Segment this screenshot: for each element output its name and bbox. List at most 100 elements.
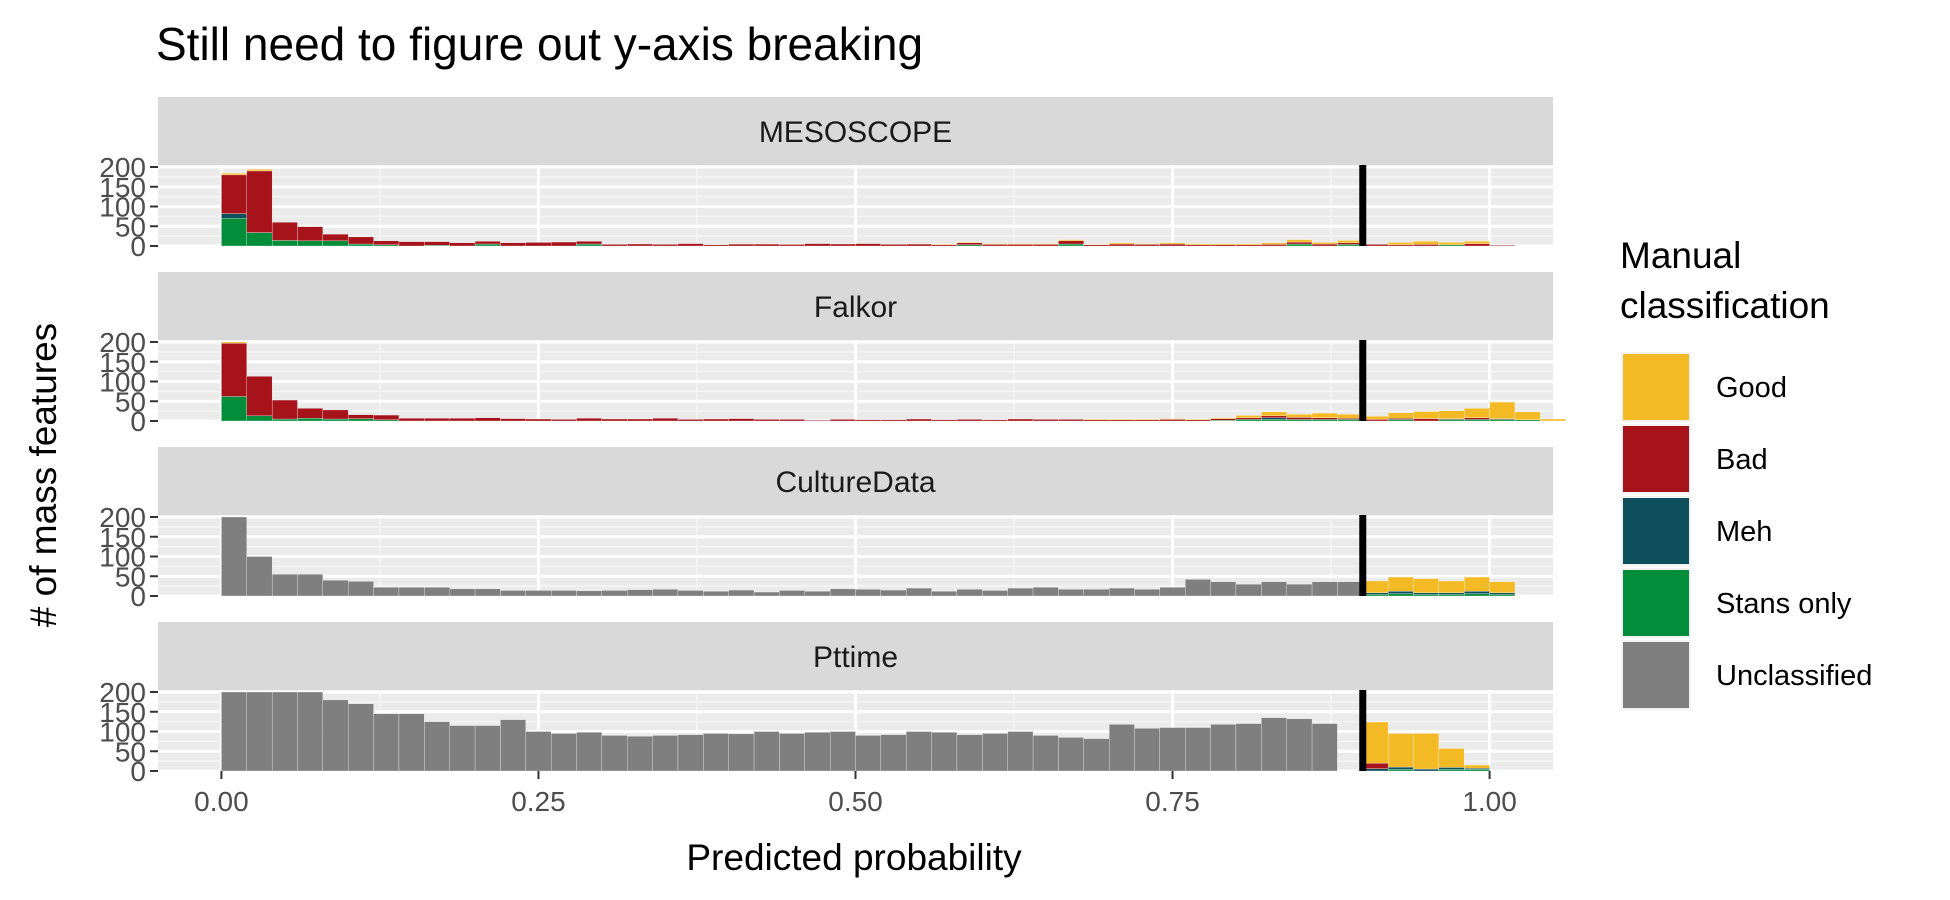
- bar-stans-only: [221, 396, 247, 422]
- bar-good: [221, 341, 247, 344]
- bar-unclassified: [373, 587, 400, 597]
- bar-unclassified: [931, 591, 958, 597]
- bar-unclassified: [1083, 589, 1110, 597]
- bar-good: [1210, 243, 1237, 245]
- bar-unclassified: [525, 590, 552, 597]
- bar-unclassified: [677, 734, 704, 772]
- bar-bad: [855, 243, 882, 247]
- bar-bad: [652, 418, 679, 422]
- bar-stans-only: [1387, 769, 1414, 772]
- bar-bad: [627, 418, 653, 422]
- legend-title-line-1: Manual: [1620, 235, 1741, 276]
- legend-key-swatch: [1623, 570, 1689, 636]
- bar-unclassified: [906, 731, 932, 772]
- bar-meh: [1362, 592, 1389, 595]
- bar-good: [1261, 411, 1287, 417]
- bar-bad: [1185, 244, 1211, 247]
- bar-unclassified: [576, 590, 603, 597]
- legend-key-swatch: [1623, 426, 1689, 492]
- bar-bad: [1083, 244, 1110, 247]
- bar-bad: [703, 244, 729, 247]
- bar-good: [1083, 418, 1110, 420]
- bar-unclassified: [297, 691, 324, 772]
- bar-bad: [601, 244, 628, 247]
- bar-unclassified: [855, 589, 882, 597]
- bar-bad: [1210, 418, 1237, 421]
- bar-unclassified: [1083, 738, 1110, 772]
- bar-bad: [221, 174, 247, 214]
- bar-good: [1438, 748, 1465, 768]
- bar-good: [1286, 239, 1313, 243]
- bar-bad: [1108, 419, 1135, 422]
- bar-stans-only: [348, 243, 374, 247]
- bar-meh: [1489, 592, 1516, 595]
- bar-bad: [703, 418, 729, 422]
- bar-bad: [1387, 244, 1414, 247]
- bar-unclassified: [1007, 731, 1034, 772]
- bar-good: [1108, 418, 1135, 420]
- legend-label-stans-only: Stans only: [1716, 588, 1852, 620]
- bar-unclassified: [271, 691, 298, 772]
- bar-bad: [474, 241, 501, 245]
- bar-good: [1540, 418, 1566, 422]
- bar-unclassified: [1311, 581, 1338, 597]
- bar-unclassified: [931, 732, 958, 772]
- y-tick-label: 200: [99, 152, 146, 183]
- bar-good: [1159, 418, 1186, 420]
- y-axis-title: # of mass features: [23, 323, 64, 627]
- bar-bad: [271, 222, 298, 241]
- bar-bad: [753, 243, 780, 247]
- bar-bad: [1007, 244, 1034, 247]
- bar-unclassified: [753, 731, 780, 772]
- y-tick-label: 50: [115, 386, 146, 417]
- bar-bad: [449, 242, 476, 247]
- bar-meh: [1413, 592, 1440, 595]
- bar-good: [1235, 243, 1262, 245]
- bar-good: [1134, 243, 1161, 245]
- bar-good: [1286, 414, 1313, 418]
- bar-good: [1387, 242, 1414, 245]
- bar-bad: [906, 418, 932, 422]
- x-tick-label: 0.25: [511, 786, 566, 817]
- bar-bad: [1235, 244, 1262, 247]
- bar-bad: [829, 243, 856, 247]
- bar-bad: [1337, 242, 1363, 245]
- bar-meh: [1261, 417, 1287, 420]
- y-tick-label: 0: [130, 406, 146, 437]
- bar-bad: [804, 420, 831, 422]
- bar-bad: [804, 243, 831, 247]
- bar-bad: [1464, 243, 1490, 247]
- bar-bad: [1413, 244, 1440, 247]
- bar-bad: [348, 414, 374, 419]
- bar-bad: [1007, 418, 1034, 422]
- bar-unclassified: [956, 589, 983, 597]
- bar-unclassified: [424, 587, 450, 597]
- y-tick-label: 200: [99, 327, 146, 358]
- y-tick-label: 100: [99, 542, 146, 573]
- bar-unclassified: [982, 590, 1008, 597]
- bar-meh: [1438, 592, 1465, 595]
- bar-bad: [906, 243, 932, 247]
- bar-stans-only: [1438, 244, 1465, 247]
- bar-unclassified: [1261, 717, 1287, 772]
- bar-unclassified: [804, 732, 831, 772]
- legend: Manual classification Good Bad Meh Stans on…: [1620, 235, 1872, 710]
- bar-stans-only: [348, 418, 374, 422]
- bar-unclassified: [348, 581, 374, 597]
- bar-bad: [956, 419, 983, 422]
- facet-panels: MESOSCOPE050100150200Falkor050100150200C…: [99, 97, 1566, 787]
- bar-bad: [500, 418, 526, 422]
- bar-good: [1058, 239, 1084, 242]
- bar-unclassified: [1286, 584, 1313, 597]
- bar-bad: [322, 233, 349, 242]
- bar-unclassified: [246, 691, 273, 772]
- bar-good: [1413, 241, 1440, 245]
- bar-unclassified: [956, 734, 983, 772]
- y-tick-label: 200: [99, 502, 146, 533]
- bar-bad: [246, 170, 273, 233]
- bar-bad: [728, 243, 755, 247]
- bar-unclassified: [1108, 724, 1135, 772]
- bar-good: [1007, 243, 1034, 245]
